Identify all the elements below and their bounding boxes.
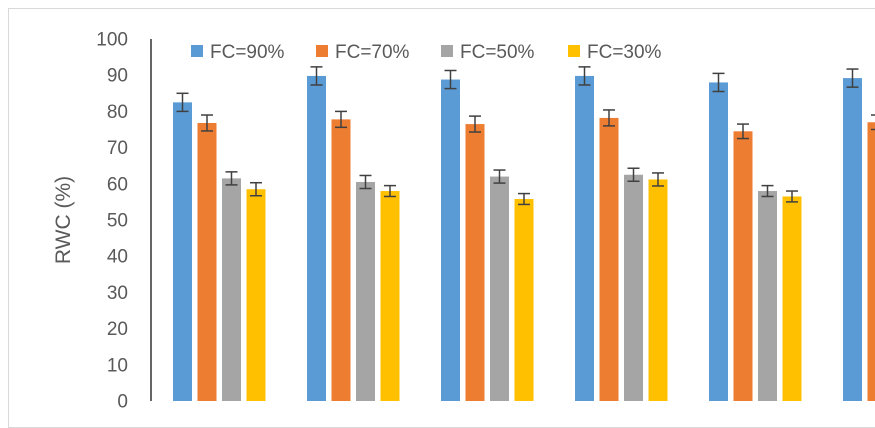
legend-swatch (191, 45, 203, 57)
y-tick-label: 100 (96, 30, 128, 51)
legend-label: FC=30% (587, 42, 662, 63)
bar (783, 196, 802, 401)
legend-swatch (568, 45, 580, 57)
bar (466, 124, 485, 401)
legend-swatch (441, 45, 453, 57)
bar (381, 191, 400, 401)
legend-swatch (316, 45, 328, 57)
y-axis-title: RWC (%) (52, 176, 75, 264)
bar (868, 122, 875, 401)
legend-item: FC=90% (191, 42, 285, 63)
bar (843, 78, 862, 401)
bar (441, 80, 460, 401)
bar-marks (173, 76, 875, 401)
bar (709, 82, 728, 401)
y-tick-label: 80 (107, 102, 128, 123)
y-tick-label: 0 (117, 392, 128, 413)
bar (173, 102, 192, 401)
bar (649, 179, 668, 401)
legend-item: FC=30% (568, 42, 662, 63)
y-tick-label: 30 (107, 283, 128, 304)
y-tick-labels: 0 10 20 30 40 50 60 70 80 90 100 (96, 30, 128, 413)
bar (332, 119, 351, 401)
y-tick-label: 20 (107, 319, 128, 340)
y-tick-label: 50 (107, 211, 128, 232)
legend-label: FC=70% (335, 42, 410, 63)
bar (624, 175, 643, 401)
bar (734, 131, 753, 401)
legend-label: FC=90% (210, 42, 285, 63)
legend-item: FC=70% (316, 42, 410, 63)
bar (490, 177, 509, 401)
y-tick-label: 60 (107, 174, 128, 195)
bar (758, 191, 777, 401)
error-bars (177, 67, 875, 205)
bar (356, 182, 375, 401)
y-tick-label: 40 (107, 247, 128, 268)
bar (575, 76, 594, 401)
bar (600, 118, 619, 401)
legend: FC=90% FC=70% FC=50% FC=30% (191, 42, 662, 63)
bar (515, 199, 534, 401)
bar (307, 76, 326, 401)
y-tick-label: 90 (107, 66, 128, 87)
bar (222, 178, 241, 401)
legend-label: FC=50% (460, 42, 535, 63)
bar (198, 123, 217, 401)
bar (247, 189, 266, 401)
y-tick-label: 70 (107, 138, 128, 159)
y-tick-label: 10 (107, 355, 128, 376)
legend-item: FC=50% (441, 42, 535, 63)
